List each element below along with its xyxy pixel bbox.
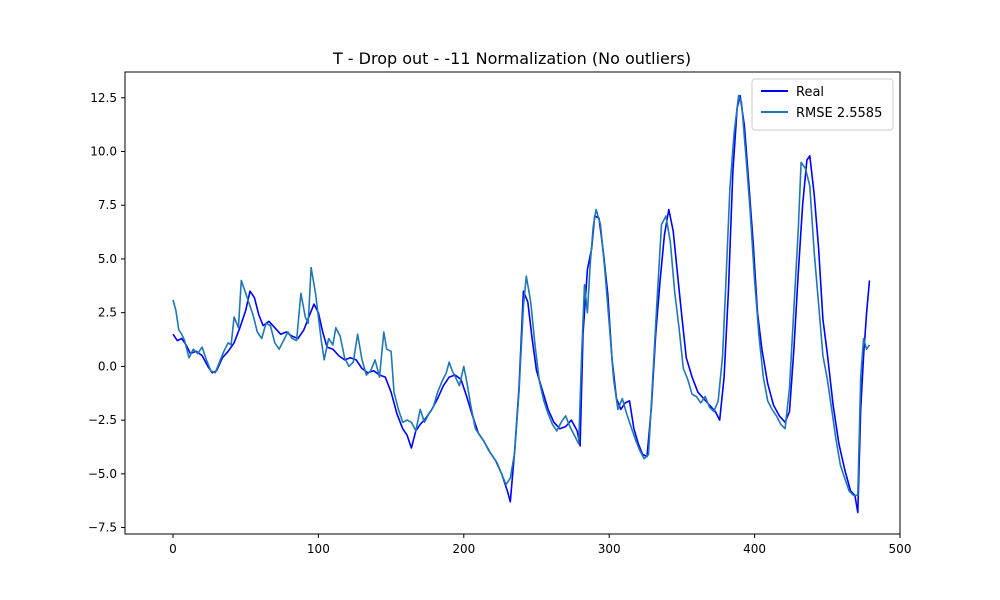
x-tick-label: 0 — [169, 542, 177, 556]
y-tick-label: 12.5 — [90, 91, 117, 105]
y-tick-label: −7.5 — [88, 521, 117, 535]
y-tick-label: 2.5 — [98, 306, 117, 320]
y-tick-label: −2.5 — [88, 413, 117, 427]
x-axis: 0 100 200 300 400 500 — [169, 534, 911, 556]
x-tick-label: 100 — [307, 542, 330, 556]
plot-area — [124, 71, 901, 535]
legend-label-real: Real — [796, 85, 824, 100]
legend: Real RMSE 2.5585 — [751, 78, 894, 131]
x-tick-label: 200 — [452, 542, 475, 556]
y-tick-label: 7.5 — [98, 198, 117, 212]
y-tick-label: 5.0 — [98, 252, 117, 266]
x-tick-label: 500 — [889, 542, 912, 556]
y-tick-label: 10.0 — [90, 145, 117, 159]
chart-title: T - Drop out - -11 Normalization (No out… — [332, 49, 691, 68]
y-tick-label: 0.0 — [98, 359, 117, 373]
series-lines — [172, 94, 871, 514]
series-line-rmse — [172, 94, 871, 497]
legend-label-rmse: RMSE 2.5585 — [796, 106, 882, 121]
x-tick-label: 400 — [743, 542, 766, 556]
y-tick-label: −5.0 — [88, 467, 117, 481]
x-tick-label: 300 — [598, 542, 621, 556]
y-axis: −7.5 −5.0 −2.5 0.0 2.5 5.0 7.5 10.0 12.5 — [88, 91, 125, 535]
